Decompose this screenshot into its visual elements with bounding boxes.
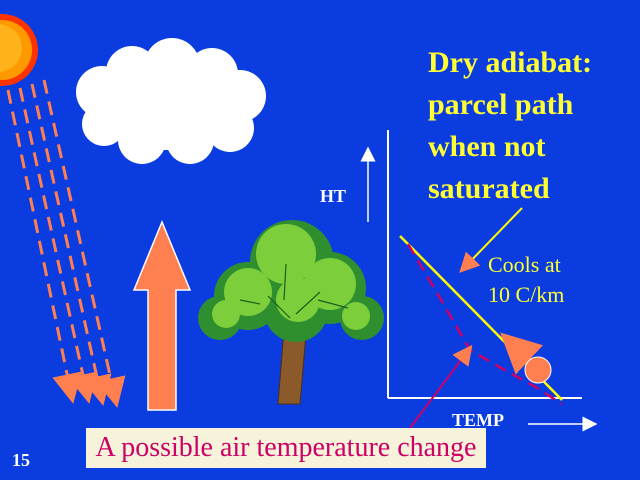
annotation-line: Cools at (488, 252, 561, 277)
x-axis-label: TEMP (452, 410, 504, 430)
air-parcel (524, 356, 552, 384)
title-line: Dry adiabat: (428, 46, 593, 79)
caption-box: A possible air temperature change (86, 428, 486, 468)
diagram-title: Dry adiabat: parcel path when not satura… (428, 42, 638, 210)
title-line: parcel path (428, 88, 574, 121)
cloud-icon (76, 38, 266, 164)
sun-rays (6, 79, 126, 408)
annotation-line: 10 C/km (488, 282, 565, 307)
rising-air-arrow (132, 220, 192, 411)
environment-profile (406, 243, 563, 406)
slide-number: 15 (12, 450, 30, 470)
caption-pointer-arrow (409, 344, 473, 429)
title-line: when not (428, 130, 546, 163)
title-line: saturated (428, 172, 550, 205)
sun-icon (0, 14, 38, 86)
tree-icon (198, 220, 384, 405)
title-pointer-arrow (459, 207, 523, 273)
y-axis-label: HT (320, 186, 347, 206)
lapse-rate-annotation: Cools at 10 C/km (488, 250, 564, 310)
